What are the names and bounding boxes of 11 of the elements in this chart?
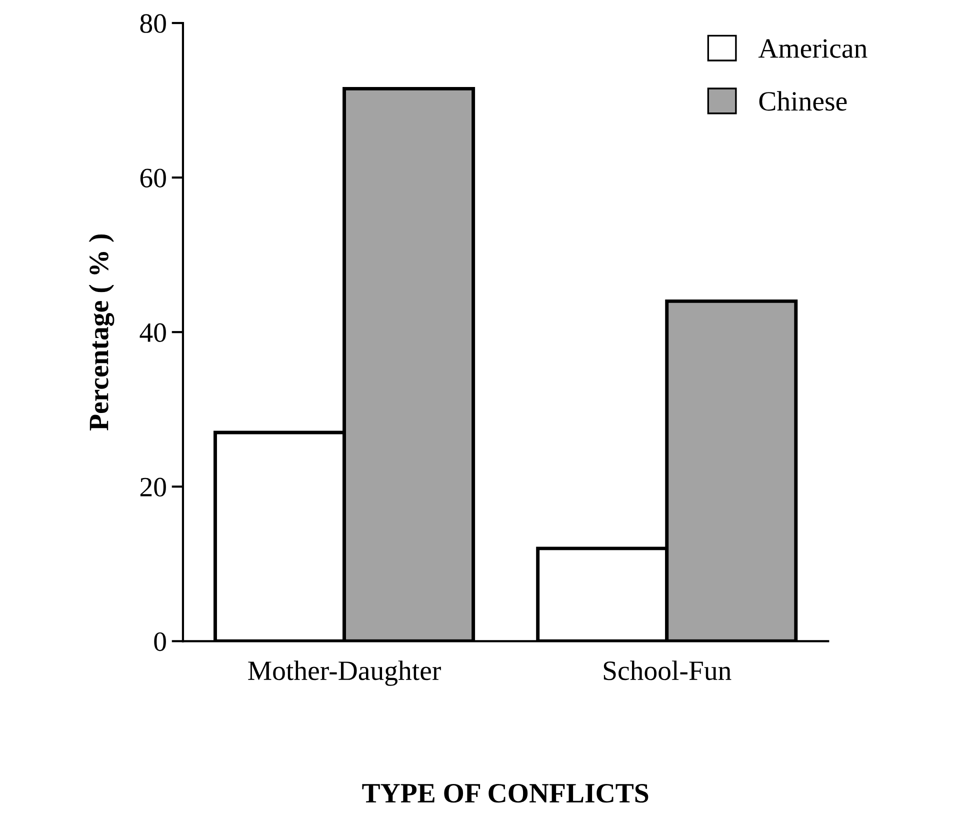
y-tick-label: 80: [140, 14, 166, 33]
y-axis-title: Percentage ( % ): [88, 234, 114, 430]
x-axis-title: TYPE OF CONFLICTS: [362, 784, 648, 803]
y-tick-label: 0: [154, 632, 166, 652]
y-tick-label: 20: [140, 478, 166, 497]
x-tick-label: School-Fun: [604, 660, 732, 680]
legend-label: American: [758, 39, 868, 58]
y-tick-label: 40: [140, 323, 166, 342]
x-tick-label: Mother-Daughter: [248, 660, 441, 686]
legend-label: Chinese: [759, 91, 847, 111]
y-tick-label: 60: [140, 168, 166, 188]
